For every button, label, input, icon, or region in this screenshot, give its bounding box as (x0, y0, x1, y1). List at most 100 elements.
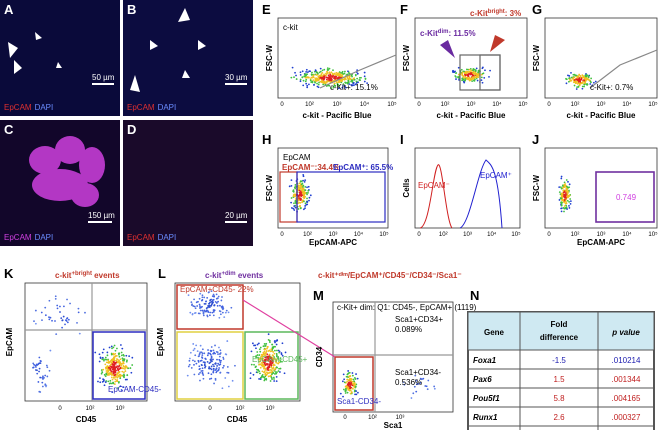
cell-dot (302, 196, 305, 199)
text: +bright (71, 271, 92, 277)
cell-dot (55, 333, 58, 336)
stain: DAPI (35, 103, 54, 112)
text: c-kit (205, 271, 222, 280)
x-tick-label: 10⁵ (648, 231, 658, 238)
cell-dot (227, 385, 230, 388)
cell-dot (218, 364, 221, 366)
cell-dot (573, 79, 576, 81)
cell-dot (212, 349, 215, 352)
x-tick-label: 10² (368, 415, 377, 421)
cell-dot (213, 351, 216, 354)
cell-dot (125, 360, 128, 363)
cell-dot (111, 358, 114, 361)
cell-dot (268, 371, 271, 374)
cell-dot (222, 356, 225, 359)
text: +dim (221, 271, 235, 277)
cell-dot (594, 80, 597, 83)
cell-dot (220, 305, 223, 308)
cell-dot (476, 79, 479, 82)
cell-dot (461, 77, 464, 80)
cell-dot (332, 69, 334, 72)
text: events (236, 271, 264, 280)
cell-dot (64, 323, 66, 326)
cell-dot (201, 367, 204, 370)
cell-dot (214, 377, 217, 380)
cell-dot (212, 310, 215, 313)
cell-dot (351, 75, 353, 78)
cell-dot (203, 309, 206, 312)
cell-dot (569, 203, 572, 205)
cell-dot (326, 70, 329, 73)
cell-dot (198, 297, 201, 300)
stain: DAPI (158, 103, 177, 112)
cell-dot (306, 73, 309, 76)
cell-dot (112, 346, 115, 349)
cell-dot (48, 299, 51, 302)
cell-dot (326, 67, 329, 70)
cell-dot (194, 311, 197, 314)
y-axis-label: FSC-W (265, 174, 274, 201)
cell-dot (266, 353, 269, 356)
gate-label: EpCAM-CD45- (108, 385, 162, 394)
title: c-kit⁺ᵈⁱᵐ/EpCAM⁺/CD45⁻/CD34⁻/Sca1⁻ (318, 270, 462, 280)
cell-dot (576, 79, 579, 81)
cell-dot (206, 315, 209, 318)
cell-dot (275, 343, 278, 346)
cell-dot (426, 388, 429, 391)
table-cell: .010214 (612, 356, 641, 365)
cell-dot (355, 390, 357, 392)
cell-dot (69, 302, 71, 305)
cell-dot (103, 373, 106, 376)
cell-dot (193, 305, 196, 308)
cell-dot (299, 71, 302, 74)
cell-dot (209, 349, 212, 352)
cell-dot (343, 378, 346, 381)
cell-dot (565, 82, 568, 85)
cell-dot (265, 351, 267, 354)
cell-dot (560, 177, 563, 180)
cell-dot (131, 364, 134, 366)
cell-dot (208, 302, 210, 305)
cell-dot (347, 386, 350, 389)
cell-dot (341, 86, 344, 89)
panel-label: H (262, 132, 271, 147)
cell-dot (49, 349, 52, 352)
cell-dot (347, 79, 350, 82)
cell-dot (323, 76, 326, 79)
cell-dot (49, 316, 52, 319)
panel-label: B (127, 2, 136, 17)
cell-dot (115, 354, 118, 357)
cell-dot (298, 189, 301, 192)
cell-dot (293, 186, 296, 189)
cell-dot (455, 72, 457, 74)
cell-dot (279, 357, 282, 360)
cell-dot (298, 188, 301, 191)
cell-dot (572, 73, 575, 76)
cell-dot (425, 385, 428, 388)
cell-dot (419, 381, 422, 384)
text: events (92, 271, 120, 280)
cell-dot (210, 368, 213, 371)
cell-dot (212, 371, 215, 374)
cell-dot (573, 81, 576, 83)
cell-dot (566, 199, 569, 202)
cell-dot (464, 79, 467, 82)
cell-dot (558, 191, 561, 194)
cell-dot (35, 363, 38, 366)
cell-dot (581, 81, 584, 84)
cell-dot (568, 77, 571, 80)
cell-dot (252, 373, 255, 376)
x-tick-label: 10² (305, 102, 314, 108)
cell-dot (562, 185, 564, 187)
cell-dot (305, 203, 308, 206)
cell-dot (351, 387, 354, 390)
cell-dot (199, 309, 202, 312)
cell-dot (364, 77, 367, 80)
cell-dot (560, 207, 563, 210)
cell-dot (115, 359, 118, 362)
cell-dot (222, 366, 224, 369)
cell-dot (460, 68, 463, 71)
cell-dot (261, 361, 264, 364)
cell-dot (306, 86, 309, 89)
cell-dot (293, 202, 295, 205)
